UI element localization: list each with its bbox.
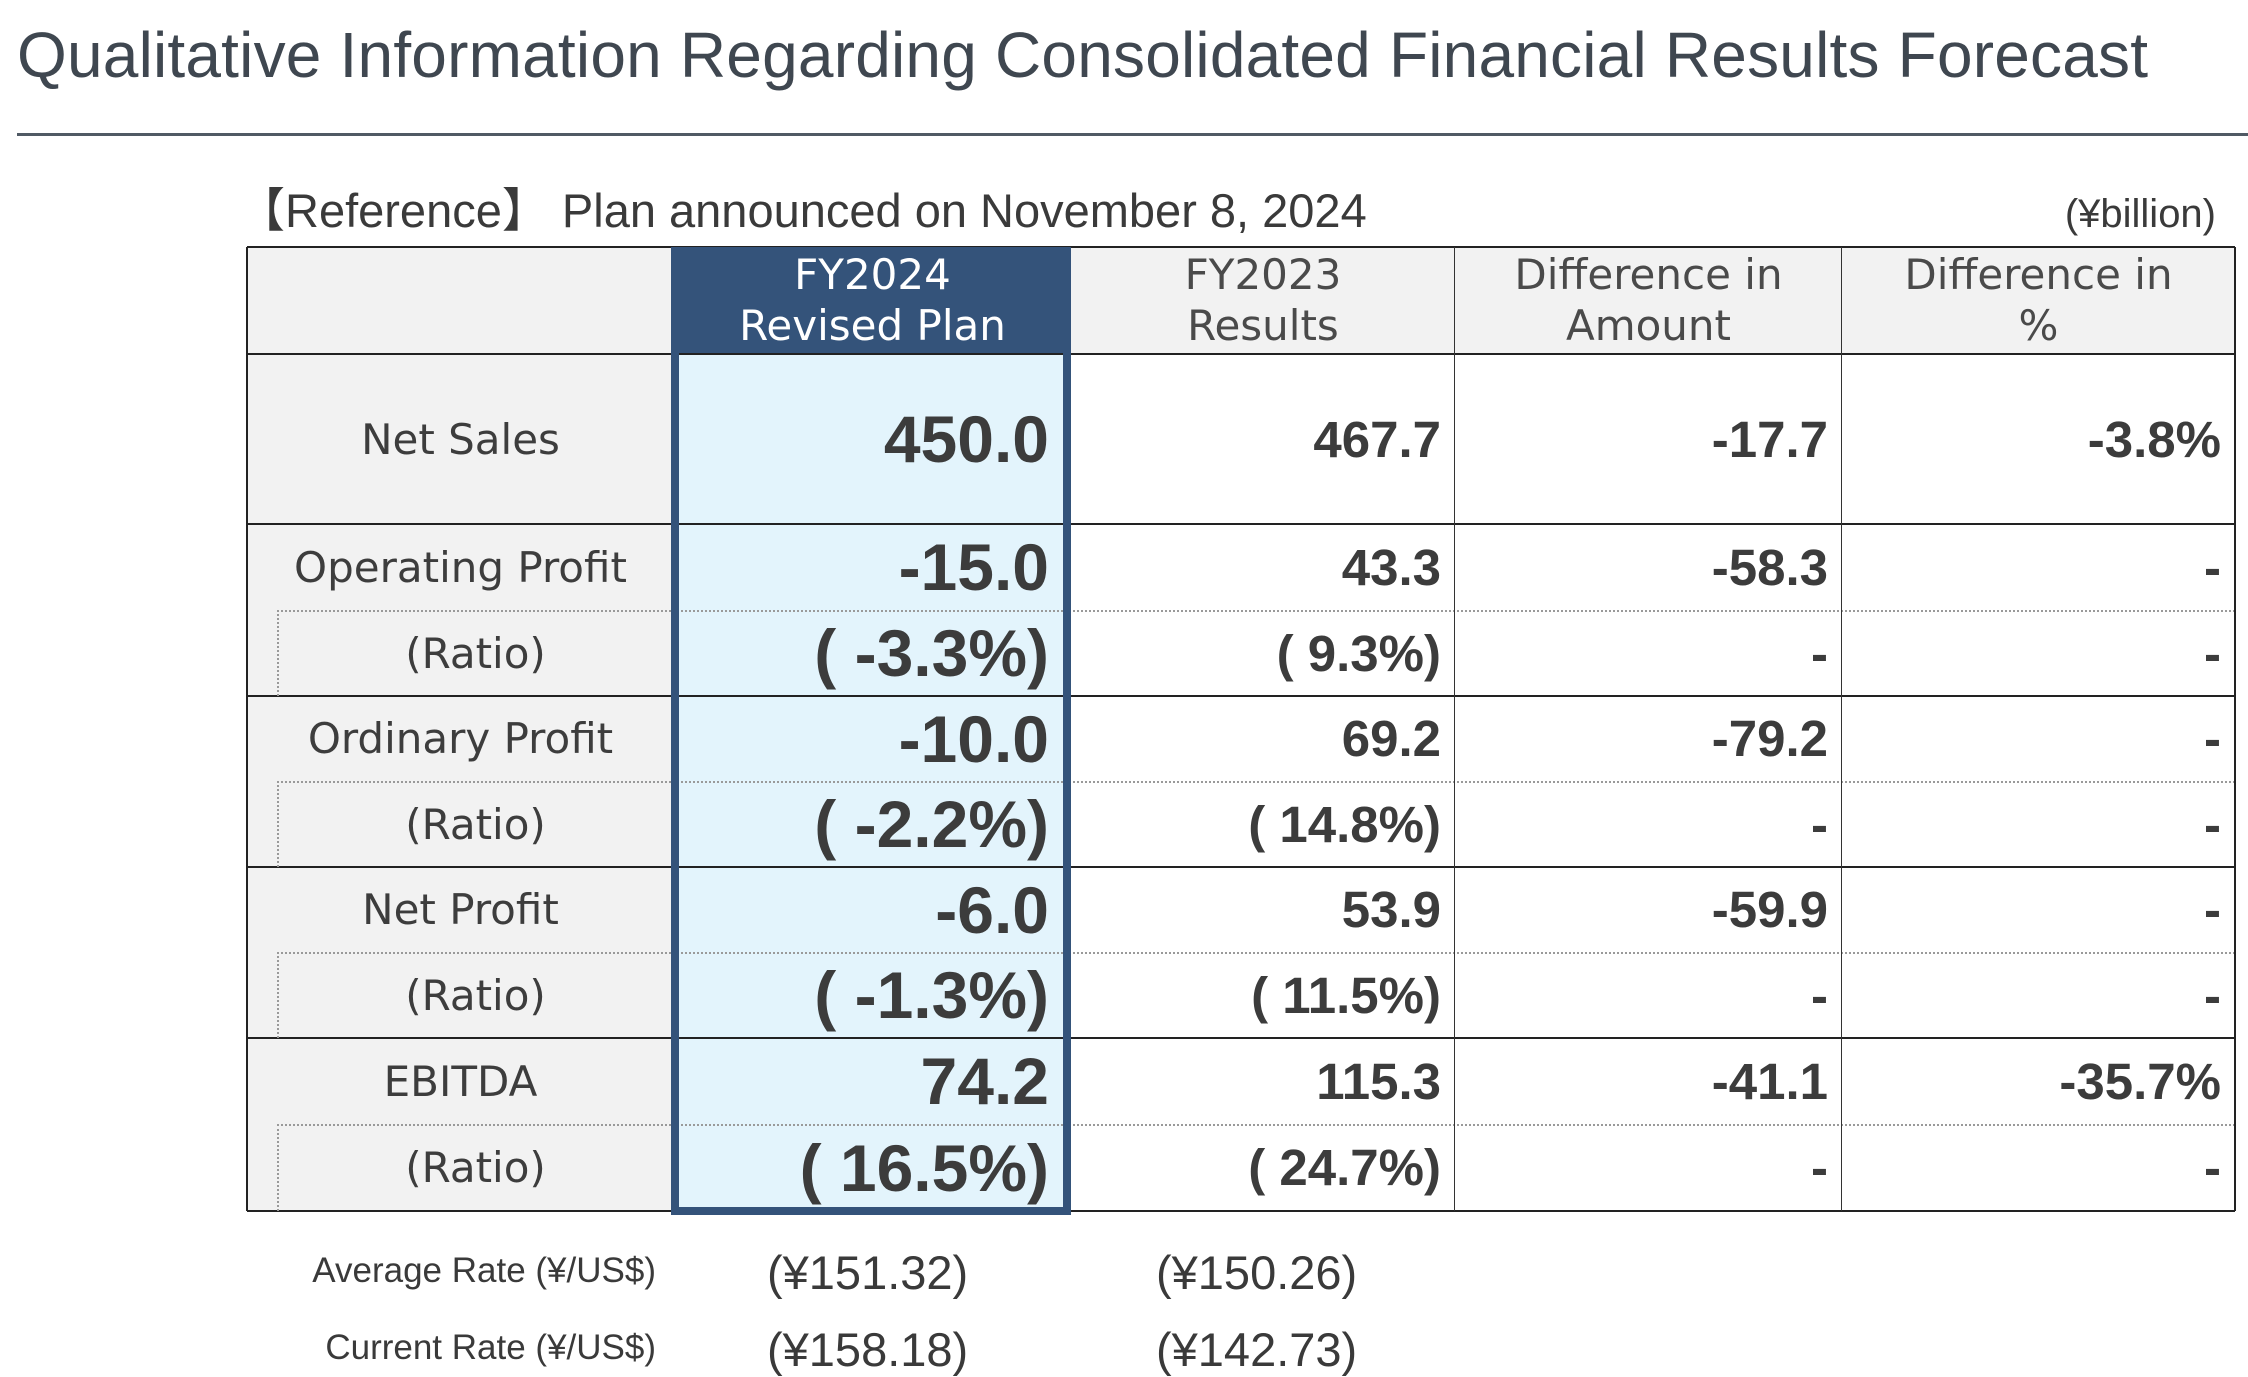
cell-ordinary-profit-fy2024-plan: -10.0 (898, 701, 1049, 776)
cell-operating-profit-diff-percent: - (2204, 538, 2221, 596)
cell-operating-profit-diff-amount: -58.3 (1711, 538, 1828, 596)
cell-ordinary-ratio-diff-amount: - (1811, 795, 1828, 853)
row-label-ordinary-ratio: (Ratio) (405, 799, 546, 849)
cell-net-ratio-fy2023-results: ( 11.5%) (1251, 966, 1441, 1024)
cell-ebitda-fy2024-plan: 74.2 (920, 1044, 1049, 1118)
table-dotted-rule (277, 610, 2235, 612)
row-label-operating-ratio: (Ratio) (405, 628, 546, 678)
cell-operating-ratio-diff-percent: - (2204, 624, 2221, 682)
row-label-net-ratio: (Ratio) (405, 970, 546, 1020)
rate-fy2024-current: (¥158.18) (767, 1323, 969, 1376)
ratio-indent-rule (277, 781, 279, 867)
row-label-net-sales: Net Sales (361, 414, 560, 464)
row-label-ebitda-ratio: (Ratio) (405, 1143, 546, 1192)
cell-ebitda-diff-amount: -41.1 (1711, 1052, 1828, 1110)
ratio-indent-rule (277, 1124, 279, 1211)
title-divider (17, 133, 2248, 136)
rate-fy2023-current: (¥142.73) (1156, 1323, 1358, 1376)
unit-label: (¥billion) (2064, 192, 2216, 236)
cell-net-sales-fy2023-results: 467.7 (1313, 410, 1441, 468)
cell-operating-ratio-fy2023-results: ( 9.3%) (1276, 624, 1441, 682)
cell-ordinary-profit-diff-percent: - (2204, 710, 2221, 767)
table-rule (247, 1210, 2235, 1212)
header-blank (247, 247, 674, 354)
cell-ebitda-fy2023-results: 115.3 (1316, 1052, 1441, 1110)
table-subtitle: 【Reference】 Plan announced on November 8… (238, 184, 1367, 237)
cell-ebitda-ratio-fy2024-plan: ( 16.5%) (799, 1130, 1049, 1205)
table-rule (247, 523, 2235, 525)
row-label-ebitda: EBITDA (383, 1056, 538, 1106)
table-col-rule (246, 247, 248, 1211)
cell-operating-ratio-fy2024-plan: ( -3.3%) (814, 616, 1049, 690)
header-diff-amount: Difference in Amount (1455, 247, 1842, 354)
cell-ordinary-profit-fy2023-results: 69.2 (1341, 710, 1441, 767)
cell-net-sales-diff-percent: -3.8% (2087, 410, 2221, 468)
cell-ordinary-profit-diff-amount: -79.2 (1711, 710, 1828, 767)
rate-label-current: Current Rate (¥/US$) (325, 1328, 656, 1367)
table-col-rule (2234, 247, 2236, 1211)
forecast-table: FY2024 Revised Plan FY2023 Results Differe… (246, 246, 2236, 1212)
cell-ebitda-diff-percent: -35.7% (2059, 1052, 2221, 1110)
rate-fy2023-average: (¥150.26) (1156, 1246, 1358, 1299)
cell-net-ratio-fy2024-plan: ( -1.3%) (814, 958, 1049, 1032)
cell-ebitda-ratio-diff-percent: - (2204, 1139, 2221, 1196)
row-label-net-profit: Net Profit (362, 885, 559, 934)
table-dotted-rule (277, 1124, 2235, 1126)
table-dotted-rule (277, 952, 2235, 954)
table-rule (247, 866, 2235, 868)
table-dotted-rule (277, 781, 2235, 783)
cell-net-profit-diff-percent: - (2204, 881, 2221, 938)
row-label-ordinary-profit: Ordinary Profit (307, 714, 614, 763)
cell-net-profit-diff-amount: -59.9 (1711, 881, 1828, 938)
cell-net-sales-diff-amount: -17.7 (1711, 410, 1828, 468)
cell-net-ratio-diff-percent: - (2204, 966, 2221, 1024)
cell-operating-profit-fy2023-results: 43.3 (1341, 538, 1441, 596)
cell-net-ratio-diff-amount: - (1811, 966, 1828, 1024)
header-fy2023-results: FY2023 Results (1071, 247, 1455, 354)
cell-net-sales-fy2024-plan: 450.0 (883, 402, 1049, 476)
cell-ordinary-ratio-diff-percent: - (2204, 795, 2221, 853)
ratio-indent-rule (277, 952, 279, 1038)
cell-ebitda-ratio-fy2023-results: ( 24.7%) (1248, 1139, 1441, 1196)
row-label-operating-profit: Operating Profit (294, 542, 627, 592)
cell-ordinary-ratio-fy2024-plan: ( -2.2%) (814, 787, 1049, 861)
rate-fy2024-average: (¥151.32) (767, 1246, 969, 1299)
table-col-rule (1841, 247, 1842, 1211)
table-rule (247, 695, 2235, 697)
table-rule (247, 246, 2235, 248)
page-title: Qualitative Information Regarding Consol… (17, 19, 2149, 91)
cell-ordinary-ratio-fy2023-results: ( 14.8%) (1248, 795, 1441, 853)
table-col-rule (1454, 247, 1455, 1211)
header-fy2024-plan: FY2024 Revised Plan (674, 247, 1071, 354)
cell-net-profit-fy2024-plan: -6.0 (935, 872, 1049, 947)
cell-ebitda-ratio-diff-amount: - (1811, 1139, 1828, 1196)
rate-label-average: Average Rate (¥/US$) (312, 1251, 656, 1290)
cell-operating-ratio-diff-amount: - (1811, 624, 1828, 682)
table-rule (247, 1037, 2235, 1039)
ratio-indent-rule (277, 610, 279, 696)
cell-net-profit-fy2023-results: 53.9 (1341, 881, 1441, 938)
cell-operating-profit-fy2024-plan: -15.0 (898, 530, 1049, 604)
header-diff-percent: Difference in % (1842, 247, 2235, 354)
table-rule (247, 353, 2235, 355)
